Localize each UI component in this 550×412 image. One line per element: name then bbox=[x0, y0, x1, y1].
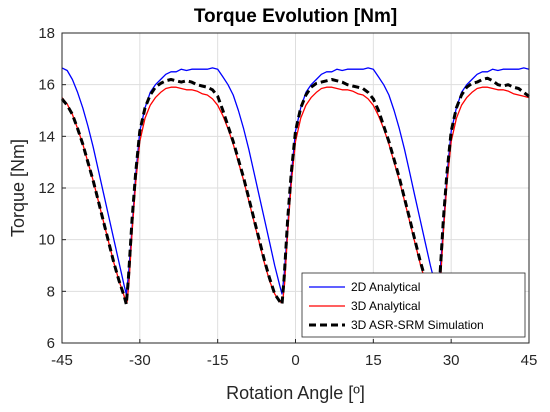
y-tick-label: 18 bbox=[38, 25, 55, 42]
legend-label-2d-analytical: 2D Analytical bbox=[351, 280, 420, 294]
x-tick-label: -15 bbox=[207, 352, 229, 369]
series-lines bbox=[60, 67, 530, 306]
x-tick-label: 30 bbox=[443, 352, 460, 369]
y-tick-label: 8 bbox=[47, 283, 55, 300]
chart-title: Torque Evolution [Nm] bbox=[194, 6, 397, 27]
y-tick-label: 6 bbox=[47, 335, 55, 352]
x-tick-label: -45 bbox=[51, 352, 73, 369]
x-axis-label: Rotation Angle [º] bbox=[226, 383, 365, 403]
x-tick-label: 15 bbox=[365, 352, 382, 369]
x-tick-label: 0 bbox=[291, 352, 299, 369]
y-axis-label: Torque [Nm] bbox=[8, 139, 28, 237]
legend: 2D Analytical 3D Analytical 3D ASR-SRM Sim… bbox=[301, 272, 526, 338]
legend-label-3d-analytical: 3D Analytical bbox=[351, 299, 420, 313]
axis-ticks: -45 -30 -15 0 15 30 45 6 8 10 12 14 16 18 bbox=[38, 25, 537, 369]
y-tick-label: 10 bbox=[38, 232, 55, 249]
y-tick-label: 16 bbox=[38, 77, 55, 94]
y-tick-label: 12 bbox=[38, 180, 55, 197]
legend-box bbox=[301, 272, 526, 338]
legend-label-3d-asr-srm-simulation: 3D ASR-SRM Simulation bbox=[351, 318, 484, 332]
series-line-3d-asr-srm-simulation bbox=[60, 76, 530, 306]
y-tick-label: 14 bbox=[38, 128, 55, 145]
x-tick-label: -30 bbox=[129, 352, 151, 369]
x-tick-label: 45 bbox=[521, 352, 538, 369]
